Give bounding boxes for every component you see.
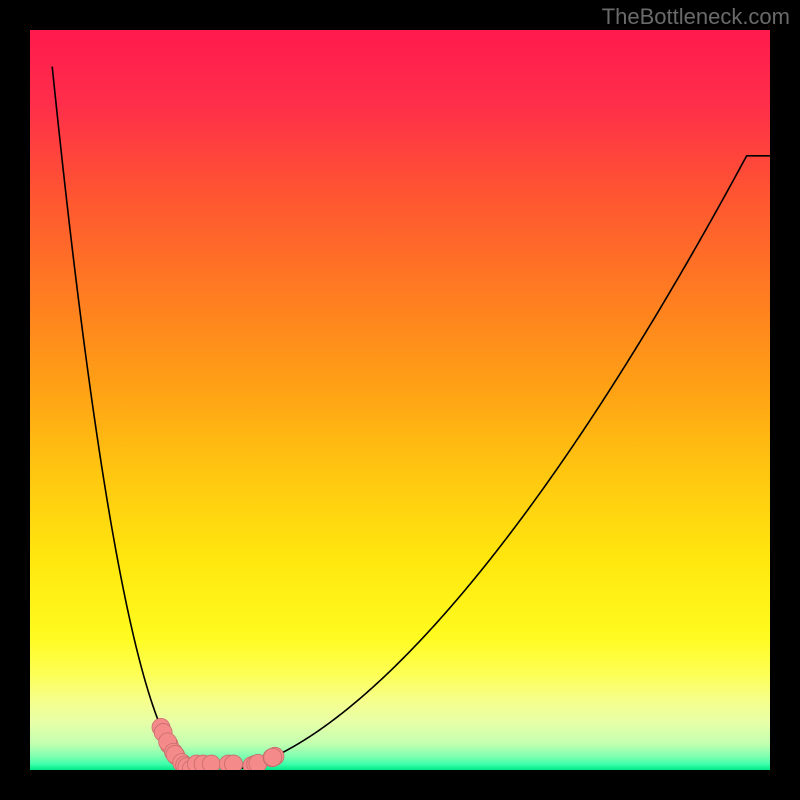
gradient-background bbox=[30, 30, 770, 770]
data-dot-right-5 bbox=[264, 748, 282, 766]
chart-outer: TheBottleneck.com bbox=[0, 0, 800, 800]
data-dot-bottom-2 bbox=[202, 755, 220, 770]
plot-svg bbox=[30, 30, 770, 770]
data-dot-bottom-4 bbox=[225, 755, 243, 770]
plot-region bbox=[30, 30, 770, 770]
watermark-text: TheBottleneck.com bbox=[602, 4, 790, 30]
